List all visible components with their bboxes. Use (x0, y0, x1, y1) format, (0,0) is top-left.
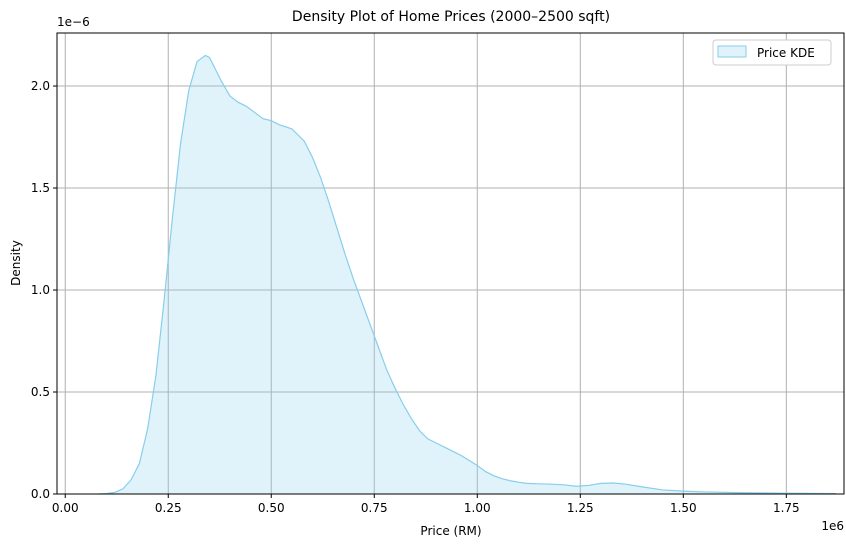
x-tick-label: 1.50 (670, 501, 697, 515)
kde-area-fill (98, 55, 836, 494)
x-tick-label: 0.75 (361, 501, 388, 515)
plot-frame (56, 32, 845, 495)
x-tick-label: 0.25 (155, 501, 182, 515)
x-tick-label: 0.50 (258, 501, 285, 515)
y-tick-label: 0.0 (31, 487, 50, 501)
x-offset-label: 1e6 (821, 519, 844, 533)
y-axis-ticks: 0.0 0.5 1.0 1.5 2.0 (31, 79, 57, 501)
y-tick-label: 2.0 (31, 79, 50, 93)
legend: Price KDE (712, 39, 832, 66)
x-tick-label: 1.75 (773, 501, 800, 515)
x-axis-ticks: 0.00 0.25 0.50 0.75 1.00 1.25 1.50 1.75 (52, 494, 800, 515)
legend-swatch (717, 45, 747, 58)
plot-area (98, 54, 836, 495)
y-tick-label: 1.5 (31, 181, 50, 195)
y-tick-label: 1.0 (31, 283, 50, 297)
legend-entry-price-kde: Price KDE (757, 46, 815, 60)
y-tick-label: 0.5 (31, 385, 50, 399)
chart-title: Density Plot of Home Prices (2000–2500 s… (292, 9, 610, 25)
kde-line (98, 54, 836, 495)
x-tick-label: 1.00 (464, 501, 491, 515)
x-tick-label: 1.25 (567, 501, 594, 515)
x-tick-label: 0.00 (52, 501, 79, 515)
y-axis-label: Density (9, 240, 23, 286)
y-offset-label: 1e−6 (57, 15, 90, 29)
x-axis-label: Price (RM) (420, 524, 481, 538)
